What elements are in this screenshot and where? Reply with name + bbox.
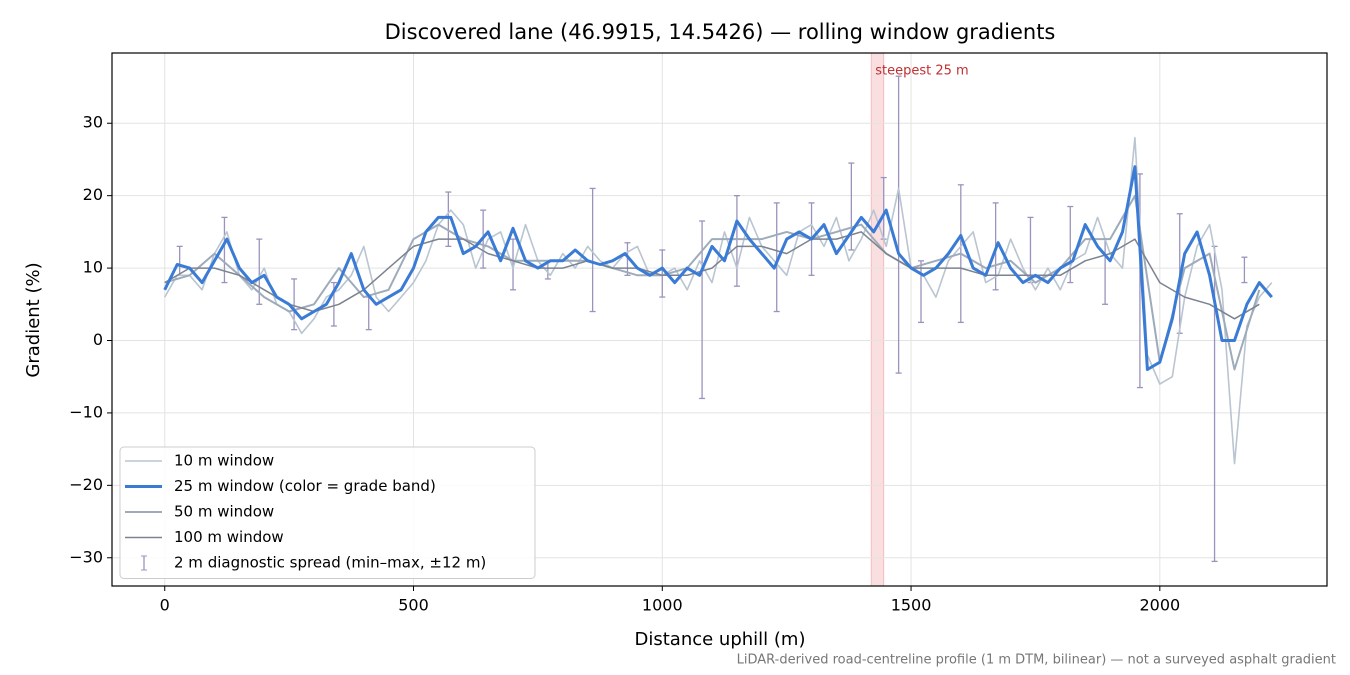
legend-label: 10 m window [174,452,274,470]
error-bar [773,202,780,313]
y-tick-label: −10 [69,402,103,421]
error-bar [1136,173,1143,389]
y-tick-label: −30 [69,547,103,566]
legend-label: 2 m diagnostic spread (min–max, ±12 m) [174,554,486,572]
y-tick-label: 30 [83,113,103,132]
x-tick-label: 0 [160,596,170,615]
series-line [164,231,1260,320]
y-tick-label: 20 [83,185,103,204]
legend-label: 25 m window (color = grade band) [174,477,436,495]
x-tick-label: 1000 [642,596,683,615]
plot-frame [111,52,1328,587]
legend-label: 50 m window [174,503,274,521]
legend-label: 100 m window [174,528,284,546]
error-bar [1102,238,1109,305]
highlight-label: steepest 25 m [875,64,968,79]
error-bar [1027,216,1034,284]
legend-box [119,446,536,579]
error-bar [176,245,183,276]
footnote: LiDAR-derived road-centreline profile (1… [737,653,1336,668]
y-tick-label: −20 [69,475,103,494]
y-axis-label: Gradient (%) [23,262,44,377]
error-bar [733,195,740,287]
x-tick-label: 1500 [891,596,932,615]
y-tick-label: 0 [93,330,103,349]
highlight-span [870,52,885,587]
error-bar [624,242,631,276]
error-bar [659,249,666,298]
error-bar [1241,256,1248,284]
x-tick-label: 2000 [1139,596,1180,615]
error-bar [445,191,452,248]
x-axis-label: Distance uphill (m) [635,629,806,650]
chart-title: Discovered lane (46.9915, 14.5426) — rol… [385,20,1056,44]
error-bar [291,278,298,331]
series-line [163,165,1273,371]
error-bar [510,238,517,291]
error-bar [365,296,372,331]
error-bar [589,187,596,313]
series-line [164,136,1273,465]
x-tick-label: 500 [398,596,429,615]
y-tick-label: 10 [83,258,103,277]
error-bar [895,75,902,374]
error-bar [918,260,925,324]
